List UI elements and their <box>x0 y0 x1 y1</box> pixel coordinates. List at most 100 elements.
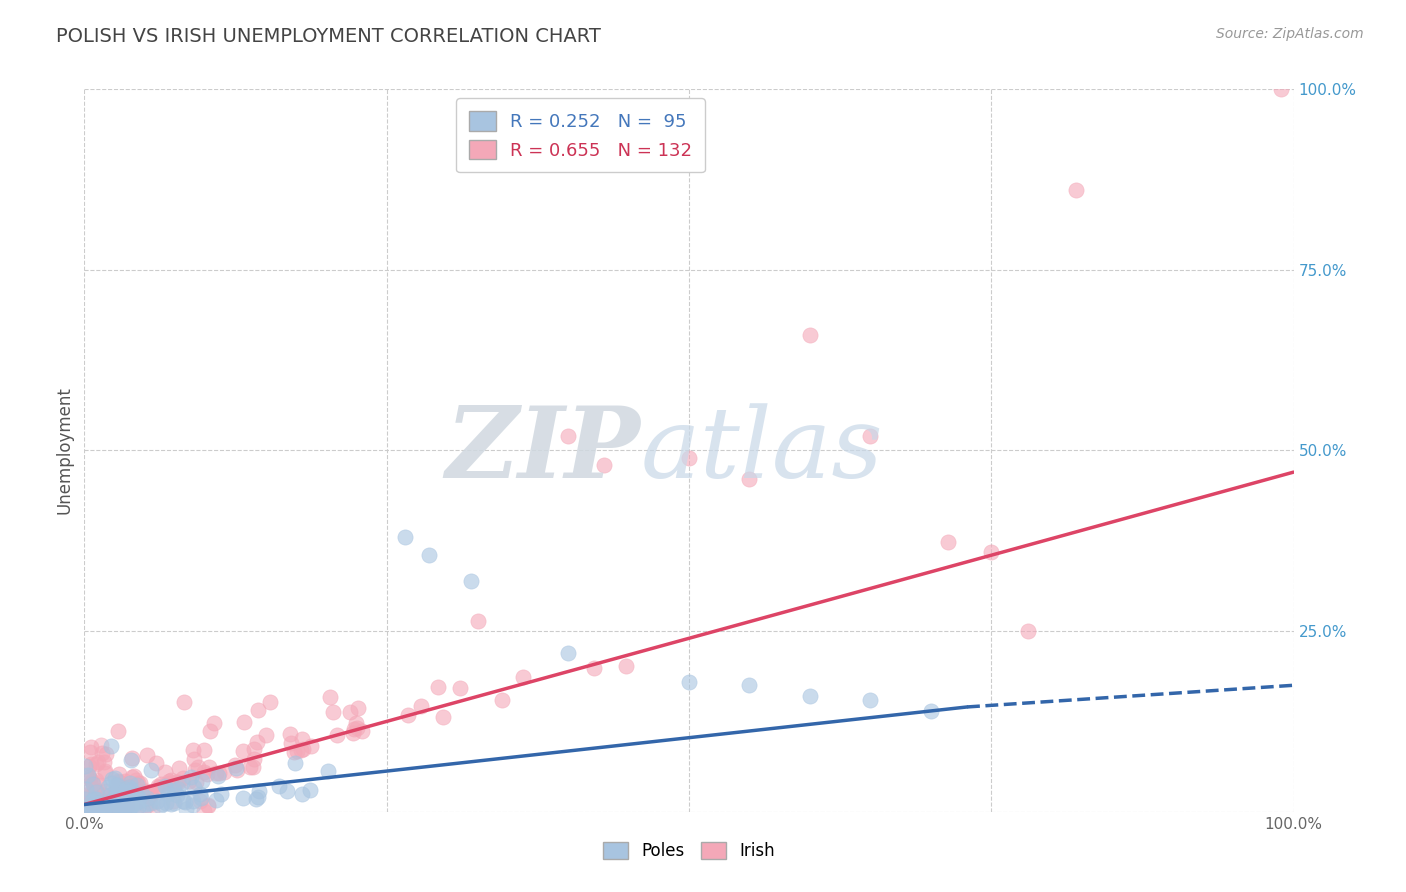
Point <box>94 747 117 761</box>
Point <box>90 803 112 817</box>
Point <box>135 799 157 814</box>
Point <box>278 727 301 741</box>
Point <box>193 804 215 818</box>
Point <box>105 778 128 792</box>
Point <box>183 763 205 777</box>
Point <box>79 786 101 800</box>
Point <box>980 544 1002 558</box>
Point <box>82 792 104 806</box>
Point <box>129 776 152 790</box>
Point <box>111 800 134 814</box>
Point <box>557 646 579 660</box>
Point <box>80 774 103 789</box>
Point <box>291 732 314 747</box>
Point <box>132 804 155 818</box>
Point <box>799 327 821 342</box>
Point <box>91 801 114 815</box>
Point <box>117 785 139 799</box>
Point <box>112 800 135 814</box>
Point <box>283 745 305 759</box>
Point <box>449 681 471 696</box>
Point <box>107 767 129 781</box>
Point <box>409 699 432 714</box>
Point <box>98 797 121 812</box>
Point <box>127 800 149 814</box>
Point <box>193 765 215 780</box>
Point <box>90 803 112 817</box>
Point <box>242 752 264 766</box>
Point <box>118 780 141 794</box>
Point <box>936 535 959 549</box>
Point <box>83 800 105 814</box>
Point <box>467 615 489 629</box>
Point <box>319 690 342 705</box>
Point <box>79 799 101 814</box>
Point <box>172 776 194 790</box>
Point <box>104 789 127 803</box>
Point <box>98 796 121 810</box>
Point <box>80 794 103 808</box>
Point <box>107 774 129 789</box>
Point <box>132 786 155 800</box>
Point <box>157 773 180 788</box>
Point <box>232 715 254 730</box>
Point <box>84 782 107 797</box>
Legend: Poles, Irish: Poles, Irish <box>595 834 783 869</box>
Point <box>243 741 266 756</box>
Point <box>326 728 349 742</box>
Point <box>920 704 942 718</box>
Point <box>242 760 264 774</box>
Point <box>246 735 269 749</box>
Point <box>125 803 148 817</box>
Point <box>197 798 219 813</box>
Point <box>79 804 101 818</box>
Point <box>267 779 290 793</box>
Point <box>115 782 138 797</box>
Point <box>121 797 143 811</box>
Point <box>181 794 204 808</box>
Point <box>187 760 209 774</box>
Point <box>107 803 129 817</box>
Point <box>179 774 201 789</box>
Point <box>73 759 96 773</box>
Point <box>138 789 160 804</box>
Point <box>84 756 107 771</box>
Point <box>165 774 187 789</box>
Point <box>75 803 97 817</box>
Point <box>84 796 107 810</box>
Point <box>97 796 120 810</box>
Point <box>111 795 134 809</box>
Point <box>110 784 132 798</box>
Point <box>80 804 103 818</box>
Point <box>191 773 214 788</box>
Point <box>139 763 162 777</box>
Point <box>176 802 198 816</box>
Point <box>75 792 97 806</box>
Point <box>75 804 97 818</box>
Point <box>87 796 110 810</box>
Point <box>75 802 97 816</box>
Point <box>232 791 254 805</box>
Point <box>156 787 179 801</box>
Point <box>127 776 149 790</box>
Point <box>125 772 148 787</box>
Point <box>582 661 605 675</box>
Point <box>124 797 146 812</box>
Point <box>197 798 219 813</box>
Point <box>84 793 107 807</box>
Point <box>101 805 124 819</box>
Point <box>118 797 141 811</box>
Point <box>105 789 128 803</box>
Point <box>80 756 103 771</box>
Point <box>83 800 105 814</box>
Point <box>89 778 111 792</box>
Point <box>247 790 270 805</box>
Point <box>124 789 146 804</box>
Point <box>73 803 96 817</box>
Point <box>322 706 344 720</box>
Point <box>150 777 173 791</box>
Point <box>148 780 170 794</box>
Point <box>342 725 364 739</box>
Point <box>79 745 101 759</box>
Point <box>127 794 149 808</box>
